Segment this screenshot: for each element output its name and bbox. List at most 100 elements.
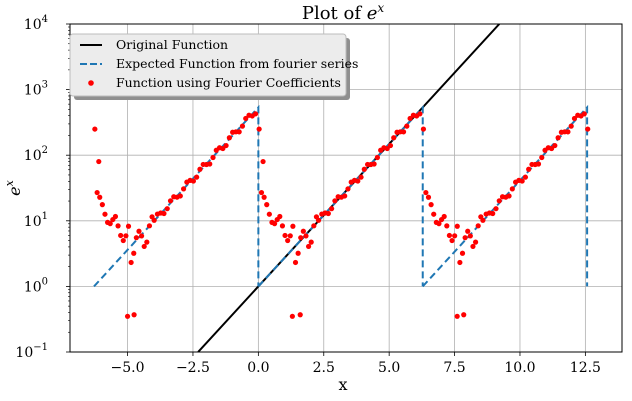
- fourier-point: [300, 228, 306, 234]
- fourier-point: [305, 243, 312, 250]
- y-tick-label: 102: [24, 145, 48, 164]
- y-tick-label: 10−1: [15, 342, 48, 361]
- fourier-point: [210, 154, 216, 161]
- fourier-point: [490, 210, 496, 217]
- x-axis-label: x: [338, 375, 347, 394]
- fourier-point: [136, 228, 142, 234]
- fourier-point: [585, 126, 591, 132]
- fourier-point: [297, 312, 303, 318]
- x-tick-label: 2.5: [313, 360, 335, 376]
- fourier-point: [120, 237, 126, 244]
- fourier-point: [475, 223, 481, 229]
- fourier-point: [292, 259, 299, 266]
- x-tick-label: −2.5: [176, 360, 210, 376]
- fourier-point: [581, 111, 587, 117]
- fourier-point: [161, 210, 167, 217]
- x-tick-label: 10.0: [504, 360, 535, 376]
- chart-title: Plot of ex: [302, 1, 385, 24]
- fourier-point: [446, 232, 453, 239]
- legend-label-expected: Expected Function from fourier series: [116, 56, 358, 71]
- fourier-point: [472, 239, 479, 245]
- fourier-point: [252, 111, 259, 117]
- fourier-point: [96, 158, 102, 165]
- fourier-point: [449, 237, 455, 244]
- fourier-point: [99, 202, 105, 208]
- fourier-point: [444, 223, 450, 229]
- fourier-point: [112, 213, 119, 220]
- fourier-point: [277, 213, 283, 220]
- fourier-point: [125, 223, 132, 229]
- fourier-point: [151, 217, 157, 223]
- fourier-point: [454, 313, 460, 319]
- fourier-point: [131, 250, 137, 256]
- fourier-point: [180, 186, 187, 192]
- fourier-point: [279, 223, 286, 229]
- fourier-point: [436, 221, 442, 227]
- x-tick-label: 7.5: [443, 360, 465, 376]
- y-tick-label: 100: [24, 276, 48, 295]
- fourier-point: [260, 158, 266, 165]
- fourier-point: [226, 135, 232, 141]
- x-axis: −5.0 −2.5 0.0 2.5 5.0 7.5 10.0 12.5: [111, 352, 601, 376]
- fourier-point: [371, 161, 377, 167]
- y-tick-label: 104: [24, 14, 48, 33]
- fourier-point: [342, 193, 348, 199]
- fourier-point: [420, 126, 427, 132]
- fourier-point: [164, 206, 170, 212]
- fourier-point: [452, 233, 458, 239]
- fourier-point: [459, 250, 466, 256]
- fourier-point: [256, 126, 262, 132]
- fourier-point: [207, 161, 213, 167]
- legend-swatch-fourier: [88, 80, 94, 86]
- fourier-point: [194, 174, 200, 180]
- fourier-point: [522, 174, 529, 180]
- fourier-point: [417, 111, 423, 117]
- fourier-point: [374, 154, 380, 161]
- fourier-point: [457, 259, 463, 266]
- x-tick-label: 5.0: [378, 360, 400, 376]
- fourier-point: [526, 166, 532, 172]
- fourier-point: [303, 233, 309, 239]
- fourier-point: [271, 221, 278, 227]
- fourier-point: [506, 193, 512, 199]
- fourier-point: [308, 239, 314, 245]
- x-tick-label: −5.0: [111, 360, 145, 376]
- fourier-point: [264, 202, 270, 208]
- fourier-point: [167, 198, 174, 204]
- fourier-point: [391, 135, 397, 141]
- fourier-point: [138, 233, 145, 239]
- fourier-point: [480, 217, 486, 223]
- legend-label-fourier: Function using Fourier Coefficients: [116, 75, 341, 90]
- fourier-point: [223, 142, 229, 149]
- fourier-point: [462, 235, 468, 241]
- y-axis-label: ex: [3, 179, 24, 195]
- fourier-point: [146, 223, 153, 229]
- legend: Original Function Expected Function from…: [69, 33, 358, 100]
- fourier-point: [97, 194, 103, 200]
- fourier-point: [197, 166, 203, 172]
- fourier-point: [404, 123, 410, 129]
- fourier-point: [467, 233, 473, 239]
- fourier-point: [177, 193, 183, 199]
- fourier-point: [311, 223, 317, 229]
- fourier-point: [190, 178, 196, 184]
- fourier-point: [565, 129, 571, 135]
- fourier-point: [141, 243, 147, 250]
- fourier-point: [384, 145, 390, 152]
- fourier-point: [465, 228, 471, 234]
- fourier-point: [571, 115, 578, 122]
- fourier-point: [425, 194, 432, 200]
- fourier-point: [133, 235, 139, 241]
- legend-box: [69, 33, 347, 97]
- fourier-point: [298, 235, 304, 241]
- fourier-point: [568, 123, 574, 129]
- fourier-point: [361, 166, 367, 172]
- fourier-point: [287, 233, 293, 239]
- fourier-point: [220, 145, 226, 152]
- fourier-point: [325, 210, 331, 217]
- fourier-point: [470, 243, 476, 250]
- fourier-point: [295, 250, 301, 256]
- fourier-point: [243, 115, 249, 122]
- fourier-point: [92, 126, 98, 132]
